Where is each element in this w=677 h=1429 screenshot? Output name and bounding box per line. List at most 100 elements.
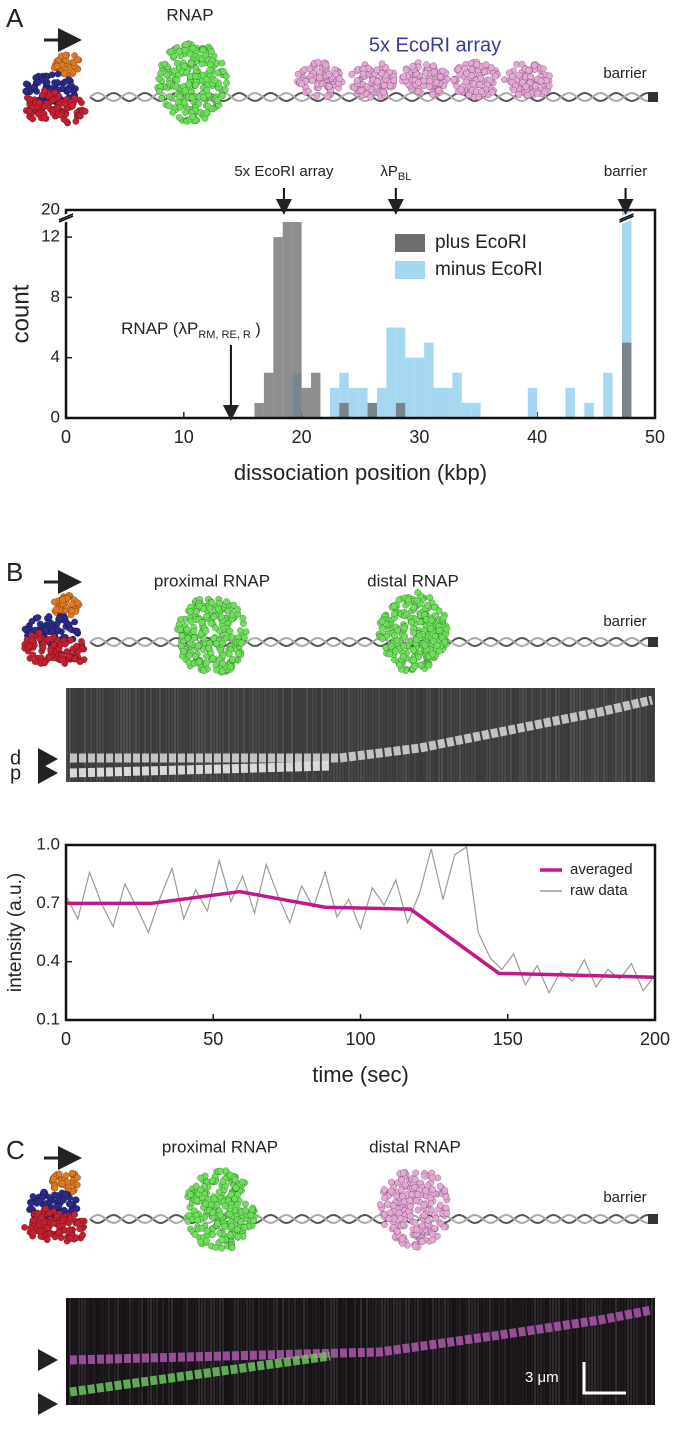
atom	[386, 650, 394, 658]
y-tick-label: 20	[41, 199, 60, 218]
kymo-noise	[480, 688, 482, 782]
atom	[40, 1188, 48, 1196]
scale-label: 3 μm	[525, 1369, 559, 1386]
atom	[182, 41, 190, 48]
kymo-noise	[411, 688, 413, 782]
bar	[358, 387, 368, 418]
kymo-noise	[87, 688, 89, 782]
atom	[180, 62, 188, 70]
bar	[424, 342, 434, 418]
atom	[433, 642, 441, 649]
atom	[525, 66, 533, 74]
kymo-noise	[525, 1298, 527, 1405]
bar	[386, 327, 396, 418]
atom	[73, 1205, 81, 1213]
legend-label: raw data	[570, 882, 628, 899]
atom	[228, 633, 236, 641]
kymo-noise	[564, 688, 566, 782]
atom	[200, 667, 208, 675]
atom	[539, 65, 547, 73]
kymo-noise	[204, 1298, 206, 1405]
kymo-noise	[189, 1298, 191, 1405]
atom	[190, 628, 198, 635]
atom	[195, 602, 203, 610]
atom	[65, 653, 73, 661]
atom	[185, 80, 193, 88]
atom	[481, 68, 489, 76]
atom	[430, 603, 438, 611]
atom	[398, 1176, 406, 1184]
atom	[313, 92, 321, 100]
atom	[462, 78, 470, 86]
protein	[21, 1205, 65, 1244]
atom	[46, 654, 54, 662]
kymo-noise	[402, 688, 404, 782]
atom	[400, 624, 408, 632]
atom	[43, 1224, 51, 1232]
atom	[197, 1238, 205, 1246]
protein	[55, 636, 88, 667]
atom	[38, 1213, 46, 1221]
atom	[537, 77, 545, 85]
atom	[202, 627, 210, 635]
atom	[22, 87, 30, 95]
kymo-noise	[438, 1298, 440, 1405]
atom	[192, 81, 199, 89]
atom	[387, 1187, 395, 1195]
atom	[390, 610, 398, 618]
kymo-noise	[405, 688, 407, 782]
x-tick-label: 100	[345, 1029, 375, 1049]
atom	[465, 91, 473, 99]
x-tick-label: 10	[174, 427, 194, 447]
atom	[67, 636, 75, 644]
kymo-noise	[552, 688, 554, 782]
protein	[50, 51, 83, 78]
atom	[218, 59, 226, 67]
barrier-label: barrier	[603, 65, 646, 82]
kymo-noise	[495, 1298, 497, 1405]
kymo-noise	[201, 1298, 203, 1405]
kymo-noise	[594, 688, 596, 782]
kymo-noise	[555, 1298, 557, 1405]
atom	[61, 640, 69, 648]
protein	[174, 595, 250, 676]
atom	[37, 1227, 45, 1235]
atom	[76, 658, 84, 666]
kymo-noise	[618, 688, 620, 782]
atom	[209, 1208, 217, 1216]
atom	[205, 644, 213, 652]
atom	[523, 91, 531, 99]
atom	[55, 614, 63, 622]
atom	[435, 607, 443, 615]
atom	[221, 1202, 229, 1210]
atom	[223, 598, 231, 606]
panel-label: C	[6, 1135, 25, 1165]
kymo-noise	[435, 1298, 437, 1405]
atom	[53, 1192, 61, 1199]
atom	[414, 1206, 422, 1214]
atom	[239, 614, 247, 622]
atom	[413, 1226, 421, 1234]
bar	[263, 372, 274, 418]
x-tick-label: 40	[527, 427, 547, 447]
kymo-noise	[522, 1298, 524, 1405]
atom	[218, 1244, 226, 1252]
atom	[68, 102, 76, 110]
atom	[62, 51, 70, 59]
atom	[186, 50, 194, 58]
annotation-sub: BL	[398, 171, 411, 183]
atom	[226, 1210, 234, 1218]
atom	[421, 641, 429, 649]
kymo-noise	[351, 688, 353, 782]
atom	[518, 60, 526, 68]
kymo-noise	[426, 688, 428, 782]
atom	[515, 91, 523, 99]
atom	[414, 589, 422, 596]
bar	[395, 402, 406, 418]
atom	[387, 642, 395, 650]
atom	[197, 1174, 205, 1182]
atom	[161, 60, 169, 68]
atom	[72, 117, 80, 125]
atom	[66, 1235, 74, 1243]
atom	[401, 632, 409, 640]
